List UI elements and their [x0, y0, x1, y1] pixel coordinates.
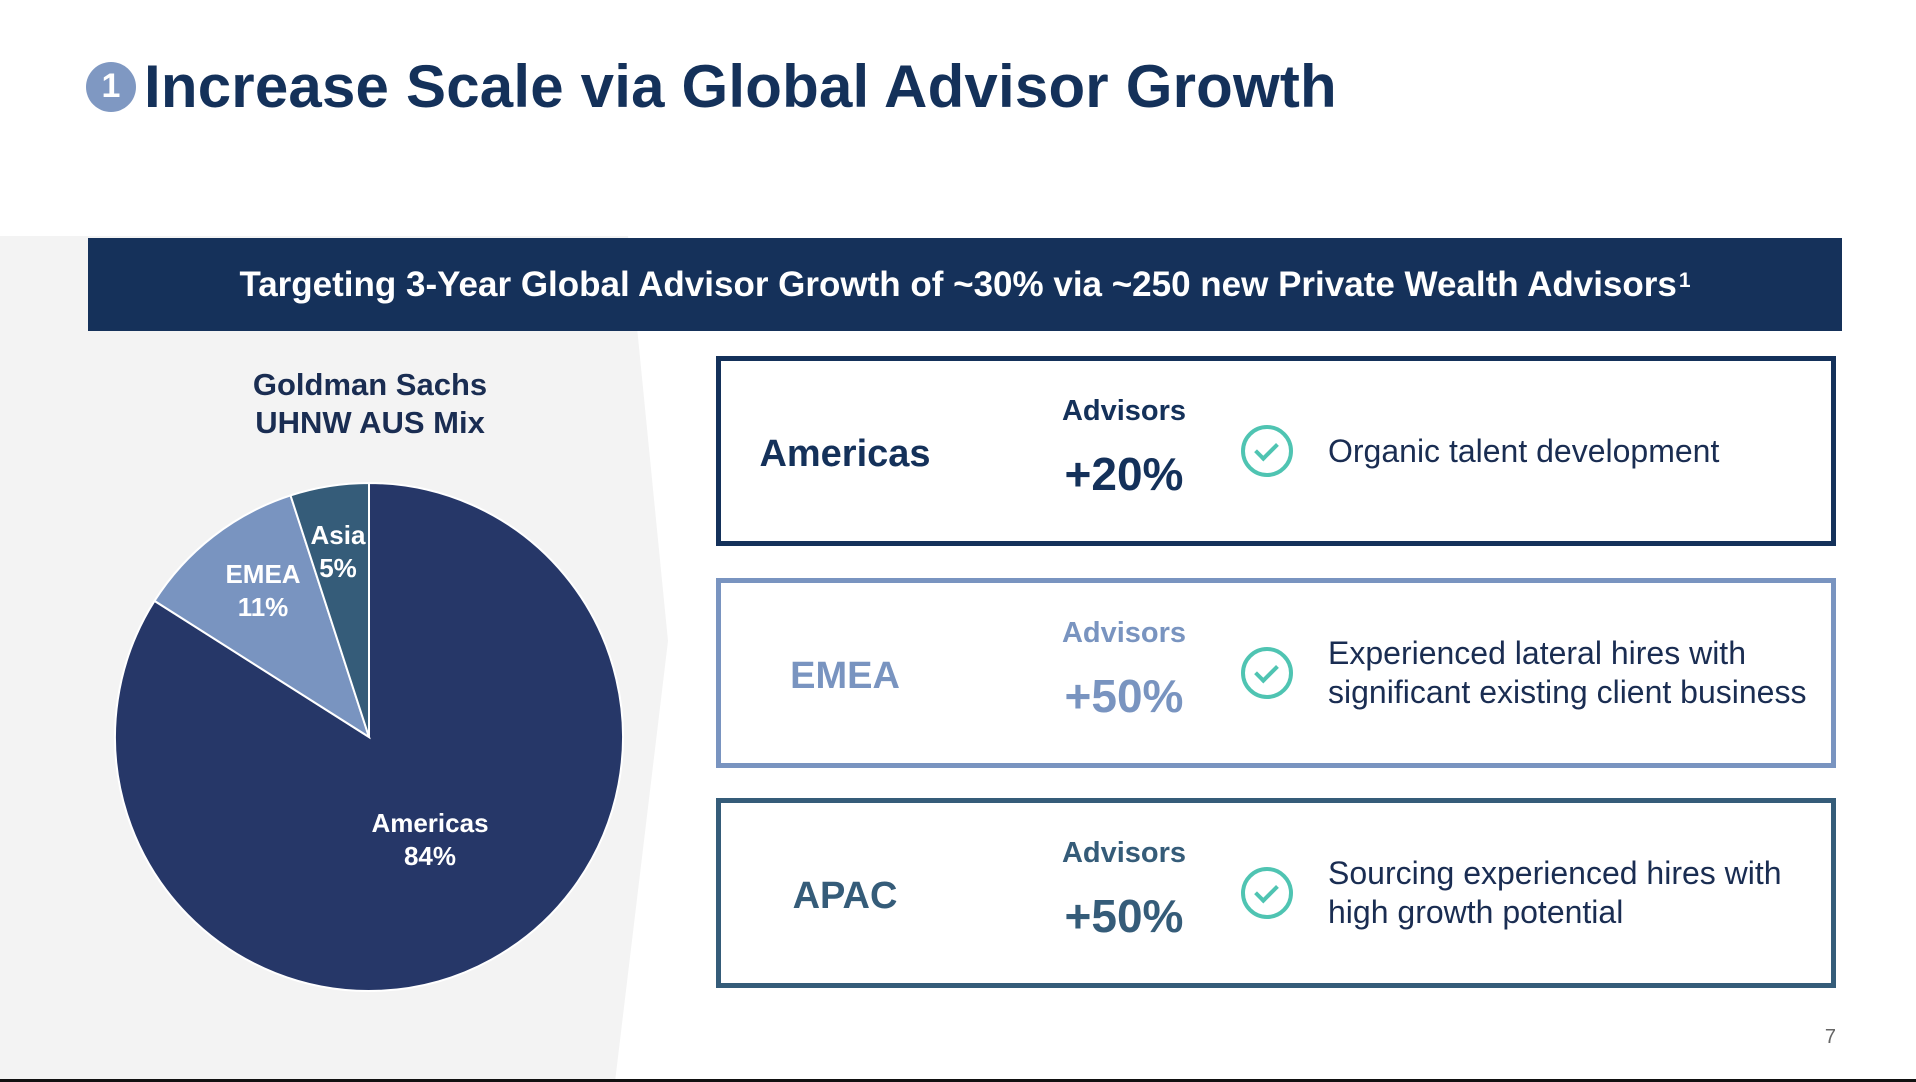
region-card-americas: Americas Advisors +20% Organic talent de…	[716, 356, 1836, 546]
banner-text: Targeting 3-Year Global Advisor Growth o…	[239, 264, 1677, 304]
region-description: Sourcing experienced hires with high gro…	[1328, 841, 1828, 945]
headline-banner: Targeting 3-Year Global Advisor Growth o…	[88, 238, 1842, 331]
advisors-growth-value: +50%	[1064, 670, 1184, 722]
title-row: 1 Increase Scale via Global Advisor Grow…	[86, 52, 1337, 121]
slice-label-americas: Americas	[371, 808, 488, 838]
region-card-emea: EMEA Advisors +50% Experienced lateral h…	[716, 578, 1836, 768]
slice-label-asia: Asia	[311, 520, 366, 550]
advisors-growth-value: +20%	[1064, 448, 1184, 500]
page-number: 7	[1824, 1026, 1836, 1048]
description-line-1: Organic talent development	[1328, 432, 1720, 469]
description-line-2: high growth potential	[1328, 894, 1624, 930]
slice-value-emea: 11%	[238, 592, 289, 622]
region-description: Experienced lateral hires with significa…	[1328, 621, 1828, 725]
region-name: APAC	[792, 875, 898, 917]
slice-value-americas: 84%	[404, 841, 456, 871]
advisors-label: Advisors	[1061, 395, 1187, 427]
pie-slice-emea	[153, 494, 371, 740]
banner-footnote: 1	[1678, 268, 1691, 292]
page-title: Increase Scale via Global Advisor Growth	[144, 53, 1337, 120]
pie-slice-asia	[289, 481, 370, 738]
description-line-1: Sourcing experienced hires with	[1328, 855, 1782, 891]
bottom-divider	[0, 1079, 1916, 1082]
advisors-label: Advisors	[1061, 837, 1187, 869]
description-line-2: significant existing client business	[1328, 674, 1807, 710]
description-line-1: Experienced lateral hires with	[1328, 635, 1746, 671]
check-circle-icon	[1241, 425, 1293, 477]
region-name: EMEA	[790, 655, 900, 697]
step-number-badge: 1	[86, 61, 136, 112]
check-circle-icon	[1241, 867, 1293, 919]
advisors-label: Advisors	[1061, 617, 1187, 649]
region-description: Organic talent development	[1328, 399, 1828, 503]
pie-chart-title: Goldman Sachs UHNW AUS Mix	[200, 366, 540, 442]
slice-value-asia: 5%	[319, 553, 357, 583]
pie-title-line-1: Goldman Sachs	[252, 367, 488, 402]
pie-title-line-2: UHNW AUS Mix	[255, 405, 485, 440]
advisors-growth-value: +50%	[1064, 890, 1184, 942]
slice-label-emea: EMEA	[225, 559, 300, 589]
check-circle-icon	[1241, 647, 1293, 699]
region-card-apac: APAC Advisors +50% Sourcing experienced …	[716, 798, 1836, 988]
region-name: Americas	[759, 433, 931, 475]
